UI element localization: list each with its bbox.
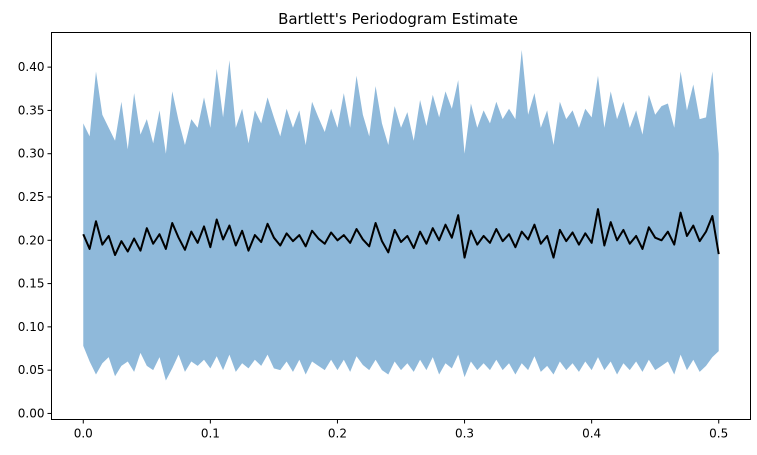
- confidence-band: [83, 49, 719, 381]
- y-tick-label: 0.15: [18, 277, 45, 291]
- y-tick-label: 0.35: [18, 103, 45, 117]
- y-tick-label: 0.10: [18, 320, 45, 334]
- mean-estimate-line: [82, 208, 720, 259]
- x-tick-label: 0.1: [201, 427, 220, 441]
- y-tick-label: 0.20: [18, 233, 45, 247]
- x-tick-label: 0.2: [328, 427, 347, 441]
- plot-frame: [51, 32, 751, 420]
- y-tick-label: 0.00: [18, 406, 45, 420]
- y-tick-label: 0.05: [18, 363, 45, 377]
- x-tick-label: 0.5: [709, 427, 728, 441]
- chart-title: Bartlett's Periodogram Estimate: [278, 10, 518, 28]
- y-tick-label: 0.25: [18, 190, 45, 204]
- x-tick-label: 0.0: [74, 427, 93, 441]
- y-tick-label: 0.40: [18, 60, 45, 74]
- x-tick-label: 0.3: [455, 427, 474, 441]
- y-tick-label: 0.30: [18, 147, 45, 161]
- x-tick-label: 0.4: [582, 427, 601, 441]
